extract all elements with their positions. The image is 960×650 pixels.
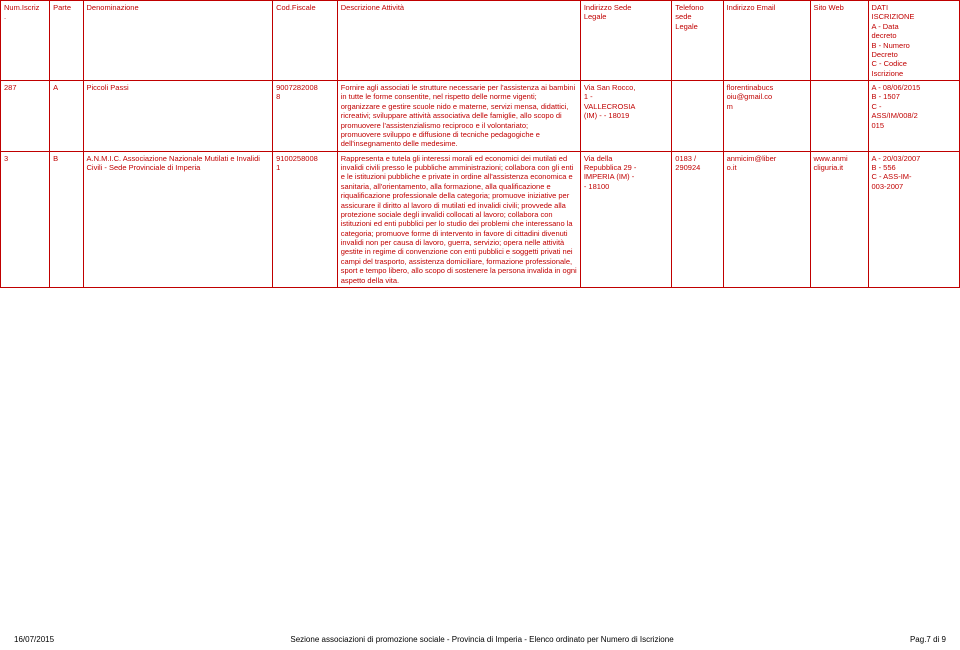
col-header-email: Indirizzo Email xyxy=(723,1,810,81)
cell-sito: www.anmicliguria.it xyxy=(810,151,868,287)
table-row: 287 A Piccoli Passi 90072820088 Fornire … xyxy=(1,81,960,152)
cell-desc: Rappresenta e tutela gli interessi moral… xyxy=(337,151,580,287)
cell-denom: A.N.M.I.C. Associazione Nazionale Mutila… xyxy=(83,151,273,287)
cell-sito xyxy=(810,81,868,152)
footer-page: Pag.7 di 9 xyxy=(910,635,946,644)
cell-email: anmicim@libero.it xyxy=(723,151,810,287)
col-header-sito: Sito Web xyxy=(810,1,868,81)
cell-dati: A - 08/06/2015B - 1507C -ASS/IM/008/2015 xyxy=(868,81,959,152)
cell-dati: A - 20/03/2007B - 556C - ASS-IM-003-2007 xyxy=(868,151,959,287)
cell-fisc: 90072820088 xyxy=(273,81,338,152)
col-header-desc: Descrizione Attività xyxy=(337,1,580,81)
header-row: Num.Iscriz. Parte Denominazione Cod.Fisc… xyxy=(1,1,960,81)
col-header-parte: Parte xyxy=(50,1,83,81)
cell-tel xyxy=(672,81,723,152)
col-header-denom: Denominazione xyxy=(83,1,273,81)
cell-email: florentinabucsoiu@gmail.com xyxy=(723,81,810,152)
footer-date: 16/07/2015 xyxy=(14,635,54,644)
cell-denom: Piccoli Passi xyxy=(83,81,273,152)
data-table: Num.Iscriz. Parte Denominazione Cod.Fisc… xyxy=(0,0,960,288)
col-header-fisc: Cod.Fiscale xyxy=(273,1,338,81)
cell-desc: Fornire agli associati le strutture nece… xyxy=(337,81,580,152)
col-header-dati: DATIISCRIZIONEA - DatadecretoB - NumeroD… xyxy=(868,1,959,81)
table-row: 3 B A.N.M.I.C. Associazione Nazionale Mu… xyxy=(1,151,960,287)
cell-fisc: 91002580081 xyxy=(273,151,338,287)
col-header-ind: Indirizzo SedeLegale xyxy=(580,1,671,81)
col-header-num: Num.Iscriz. xyxy=(1,1,50,81)
page-footer: 16/07/2015 Sezione associazioni di promo… xyxy=(0,635,960,644)
cell-parte: B xyxy=(50,151,83,287)
cell-num: 3 xyxy=(1,151,50,287)
cell-num: 287 xyxy=(1,81,50,152)
cell-ind: Via San Rocco,1 -VALLECROSIA(IM) - - 180… xyxy=(580,81,671,152)
cell-parte: A xyxy=(50,81,83,152)
cell-tel: 0183 /290924 xyxy=(672,151,723,287)
footer-title: Sezione associazioni di promozione socia… xyxy=(290,635,673,644)
col-header-tel: TelefonosedeLegale xyxy=(672,1,723,81)
cell-ind: Via dellaRepubblica 29 -IMPERIA (IM) -- … xyxy=(580,151,671,287)
